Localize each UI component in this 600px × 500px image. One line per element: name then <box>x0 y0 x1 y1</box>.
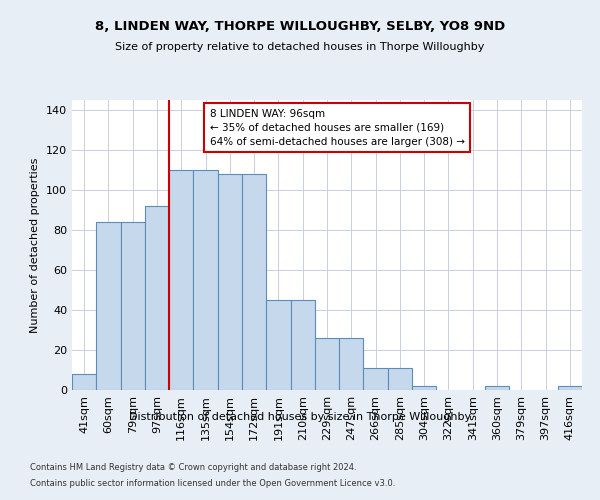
Bar <box>558 386 582 390</box>
Text: 8 LINDEN WAY: 96sqm
← 35% of detached houses are smaller (169)
64% of semi-detac: 8 LINDEN WAY: 96sqm ← 35% of detached ho… <box>210 108 465 146</box>
Y-axis label: Number of detached properties: Number of detached properties <box>31 158 40 332</box>
Bar <box>364 368 388 390</box>
Bar <box>121 222 145 390</box>
Bar <box>339 338 364 390</box>
Bar <box>485 386 509 390</box>
Text: Contains public sector information licensed under the Open Government Licence v3: Contains public sector information licen… <box>30 478 395 488</box>
Bar <box>169 170 193 390</box>
Text: Size of property relative to detached houses in Thorpe Willoughby: Size of property relative to detached ho… <box>115 42 485 52</box>
Bar <box>290 300 315 390</box>
Text: Distribution of detached houses by size in Thorpe Willoughby: Distribution of detached houses by size … <box>129 412 471 422</box>
Bar <box>96 222 121 390</box>
Bar <box>412 386 436 390</box>
Bar <box>72 374 96 390</box>
Bar <box>145 206 169 390</box>
Bar <box>193 170 218 390</box>
Bar <box>266 300 290 390</box>
Bar <box>388 368 412 390</box>
Text: 8, LINDEN WAY, THORPE WILLOUGHBY, SELBY, YO8 9ND: 8, LINDEN WAY, THORPE WILLOUGHBY, SELBY,… <box>95 20 505 33</box>
Bar <box>315 338 339 390</box>
Bar <box>218 174 242 390</box>
Text: Contains HM Land Registry data © Crown copyright and database right 2024.: Contains HM Land Registry data © Crown c… <box>30 464 356 472</box>
Bar <box>242 174 266 390</box>
